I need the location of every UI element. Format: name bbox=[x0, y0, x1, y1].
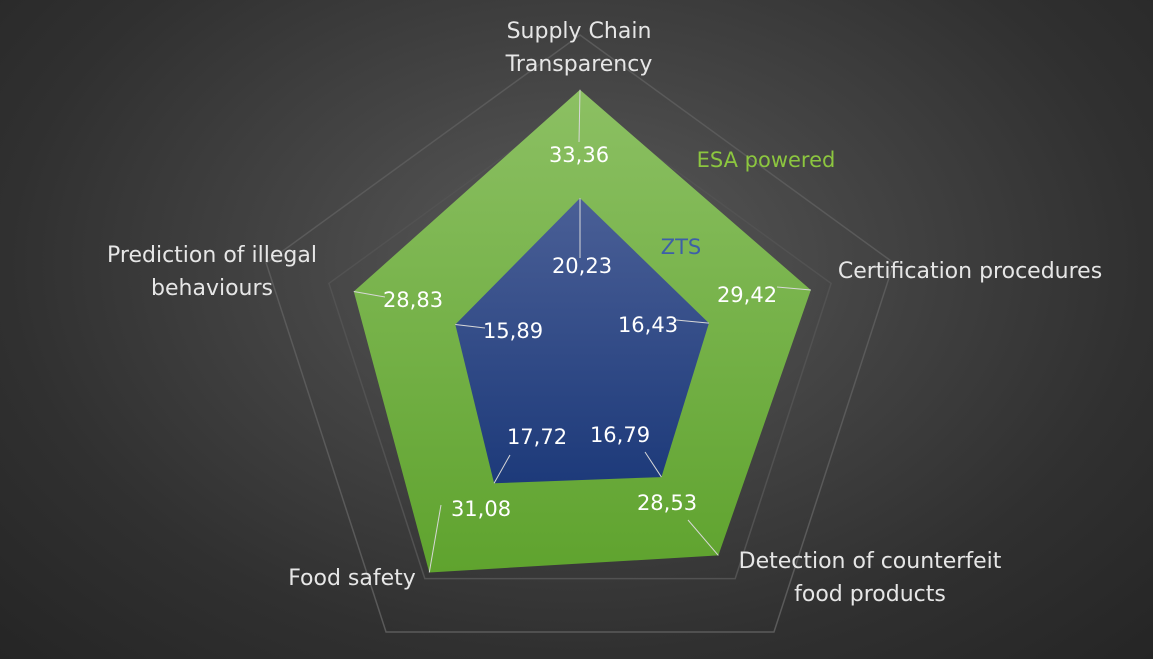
category-label: Certification procedures bbox=[838, 259, 1102, 284]
category-label: Detection of counterfeit food products bbox=[739, 549, 1002, 607]
data-label: 16,43 bbox=[618, 313, 678, 337]
category-label: Supply Chain Transparency bbox=[505, 19, 653, 77]
leader-line bbox=[428, 504, 442, 573]
grid-ring bbox=[328, 100, 832, 580]
data-label: 28,83 bbox=[383, 288, 443, 312]
category-label: Food safety bbox=[288, 566, 416, 591]
leader-line bbox=[455, 323, 486, 329]
series-name-label: ESA powered bbox=[697, 148, 836, 172]
data-label: 31,08 bbox=[451, 497, 511, 521]
data-label: 33,36 bbox=[549, 143, 609, 167]
series-area-zts bbox=[455, 198, 709, 484]
data-label: 28,53 bbox=[637, 491, 697, 515]
leader-line bbox=[644, 451, 662, 478]
leader-line bbox=[687, 519, 719, 556]
data-label: 20,23 bbox=[552, 254, 612, 278]
leader-line bbox=[493, 454, 511, 484]
series-name-label: ZTS bbox=[661, 235, 702, 259]
leader-line bbox=[578, 89, 581, 143]
leader-line bbox=[776, 286, 811, 291]
data-label: 16,79 bbox=[590, 423, 650, 447]
data-label: 17,72 bbox=[507, 425, 567, 449]
leader-line bbox=[353, 291, 386, 298]
category-label: Prediction of illegal behaviours bbox=[107, 243, 317, 301]
data-label: 15,89 bbox=[483, 319, 543, 343]
grid-ring bbox=[265, 34, 895, 633]
leader-line bbox=[675, 319, 709, 324]
data-label: 29,42 bbox=[717, 283, 777, 307]
